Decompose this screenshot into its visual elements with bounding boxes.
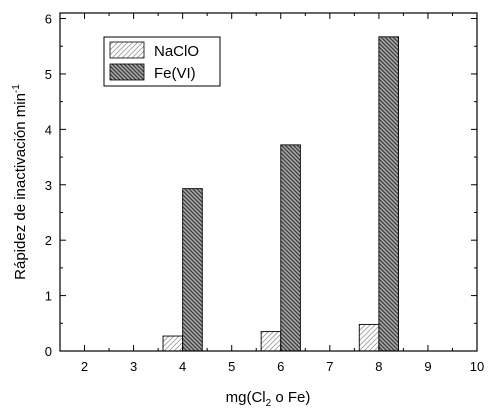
legend-label-fevi: Fe(VI) [154,65,196,82]
bar-fevi-8 [378,36,399,352]
plot-area-frame [59,12,478,352]
x-tick-label: 10 [470,359,484,374]
x-axis-title-rest: o Fe) [271,389,310,406]
y-tick-label: 3 [45,178,52,193]
y-tick-label: 6 [45,12,52,27]
axis-ticks: 2 3 4 5 6 7 8 9 10 0 1 2 3 4 5 6 [45,12,484,374]
y-axis-title-superscript: -1 [11,84,22,93]
x-tick-label: 7 [326,359,333,374]
x-axis-title-main: mg(Cl [226,389,266,406]
legend-swatch-naclo [109,41,145,59]
y-tick-label: 4 [45,122,52,137]
x-tick-label: 3 [130,359,137,374]
y-tick-label: 0 [45,344,52,359]
x-axis-title: mg(Cl2 o Fe) [226,389,311,409]
y-axis-title-main: Rápidez de inactivación min [12,93,29,280]
x-tick-label: 6 [277,359,284,374]
x-tick-label: 9 [424,359,431,374]
y-axis-title: Rápidez de inactivación min-1 [11,84,29,280]
y-tick-label: 2 [45,233,52,248]
x-tick-label: 5 [228,359,235,374]
bar-fevi-4 [182,188,203,352]
bar-naclo-6 [260,331,282,352]
x-tick-label: 2 [81,359,88,374]
x-tick-label: 4 [179,359,186,374]
legend-swatch-fevi [109,63,145,81]
bar-naclo-4 [162,335,184,352]
bars-group [162,36,399,352]
x-axis-title-subscript: 2 [266,398,272,409]
bar-fevi-6 [280,144,301,352]
legend: NaClO Fe(VI) [103,36,221,87]
legend-label-naclo: NaClO [154,43,199,60]
y-tick-label: 1 [45,289,52,304]
y-tick-label: 5 [45,67,52,82]
x-tick-label: 8 [375,359,382,374]
bar-naclo-8 [358,323,380,352]
